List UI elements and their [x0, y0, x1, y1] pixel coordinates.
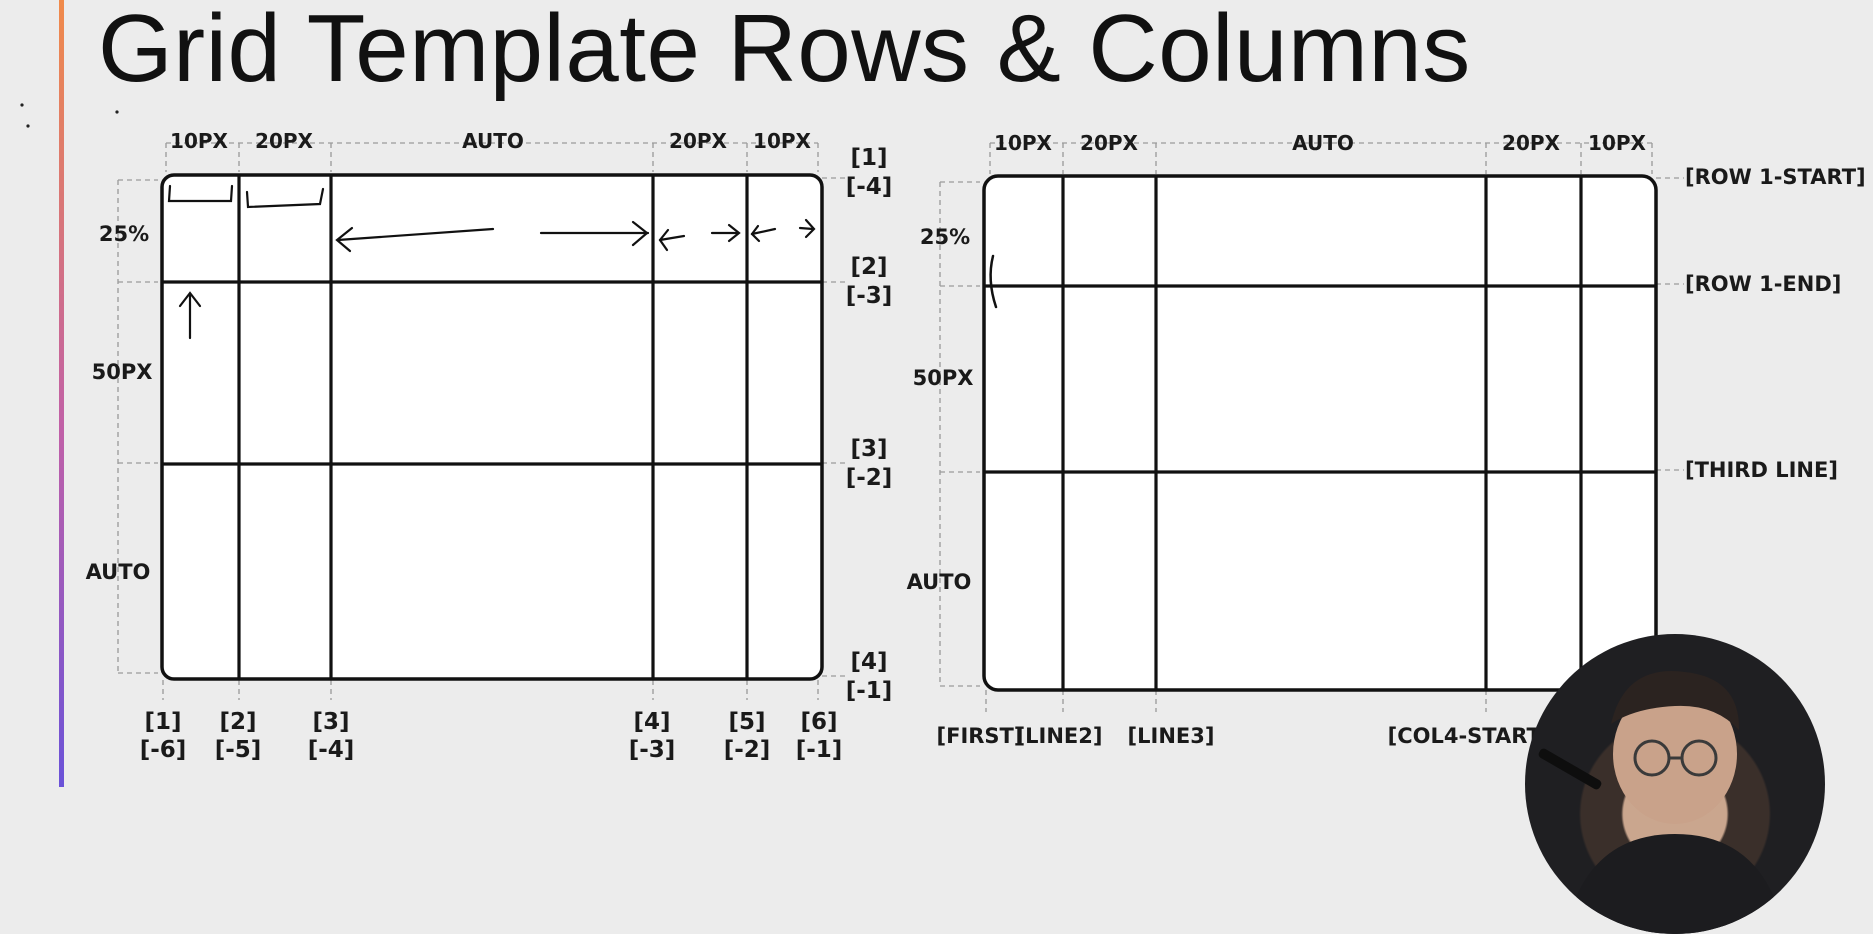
left-col-line-pos: [3] [312, 709, 349, 735]
left-col-size: 20PX [669, 129, 727, 153]
left-col-line-pos: [6] [800, 709, 837, 735]
left-col-line-neg: [-4] [308, 737, 355, 763]
left-row-line-pos: [3] [850, 436, 887, 462]
left-row-size: 25% [99, 222, 149, 246]
left-row-line-pos: [1] [850, 145, 887, 171]
right-row-size: 25% [920, 225, 970, 249]
left-col-line-pos: [2] [219, 709, 256, 735]
left-row-line-neg: [-3] [846, 283, 893, 309]
left-col-line-neg: [-3] [629, 737, 676, 763]
left-col-size: 20PX [255, 129, 313, 153]
grid-diagrams: 10PX 20PX AUTO 20PX 10PX 25% 50PX AUTO [20, 103, 1866, 763]
right-row-line-name: [ROW 1-END] [1685, 272, 1841, 296]
left-row-line-neg: [-1] [846, 678, 893, 704]
left-row-line-neg: [-4] [846, 174, 893, 200]
left-col-line-pos: [5] [728, 709, 765, 735]
left-col-line-neg: [-6] [140, 737, 187, 763]
left-col-line-pos: [4] [633, 709, 670, 735]
right-row-size: AUTO [907, 570, 972, 594]
left-col-size: 10PX [170, 129, 228, 153]
right-col-size: 20PX [1080, 131, 1138, 155]
right-col-size: 20PX [1502, 131, 1560, 155]
left-row-size: AUTO [86, 560, 151, 584]
left-row-line-neg: [-2] [846, 465, 893, 491]
right-col-size: 10PX [994, 131, 1052, 155]
right-col-size: 10PX [1588, 131, 1646, 155]
left-col-line-pos: [1] [144, 709, 181, 735]
left-col-line-neg: [-1] [796, 737, 843, 763]
accent-bar [59, 0, 64, 787]
right-col-line-name: [LINE3] [1128, 724, 1215, 748]
right-col-line-name: [COL4-START] [1388, 724, 1551, 748]
left-row-line-pos: [2] [850, 254, 887, 280]
left-row-line-pos: [4] [850, 649, 887, 675]
right-col-line-name: [LINE2] [1016, 724, 1103, 748]
presenter-silhouette [1538, 671, 1785, 934]
slide-title: Grid Template Rows & Columns [98, 0, 1471, 102]
right-row-line-name: [ROW 1-START] [1685, 165, 1866, 189]
right-grid: 10PX 20PX AUTO 20PX 10PX 25% 50PX AUTO [… [907, 131, 1866, 748]
left-col-line-neg: [-5] [215, 737, 262, 763]
left-col-size: 10PX [753, 129, 811, 153]
left-row-size: 50PX [92, 360, 153, 384]
left-col-size: AUTO [462, 129, 524, 153]
right-col-line-name: [FIRST] [937, 724, 1024, 748]
left-grid: 10PX 20PX AUTO 20PX 10PX 25% 50PX AUTO [86, 129, 893, 763]
right-col-size: AUTO [1292, 131, 1354, 155]
right-row-line-name: [THIRD LINE] [1685, 458, 1838, 482]
presenter-webcam [1525, 634, 1825, 934]
left-col-line-neg: [-2] [724, 737, 771, 763]
right-row-size: 50PX [913, 366, 974, 390]
